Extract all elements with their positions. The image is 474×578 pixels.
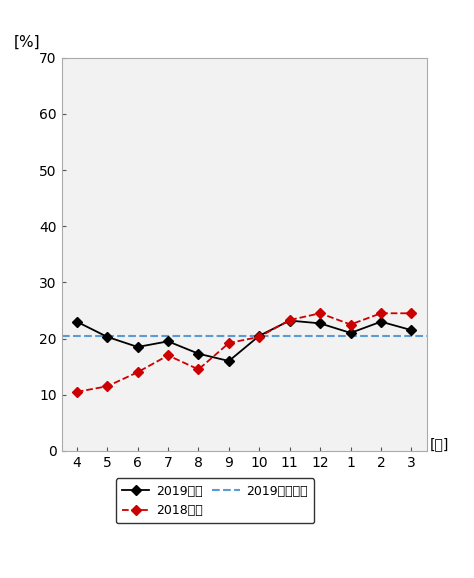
2019年度平均 [74,332,80,339]
2019年度 [348,329,354,336]
2018年度 [74,388,80,395]
2019年度 [317,320,323,327]
2019年度 [104,334,110,340]
2019年度 [256,332,262,339]
2018年度 [317,310,323,317]
2018年度 [196,366,201,373]
Line: 2018年度: 2018年度 [73,309,415,396]
2018年度 [135,369,140,376]
2019年度 [135,343,140,350]
2018年度 [409,310,414,317]
2018年度 [287,317,292,324]
2019年度 [226,358,232,365]
2018年度 [104,383,110,390]
2018年度 [256,334,262,340]
2019年度 [409,327,414,334]
2019年度 [165,338,171,345]
Line: 2019年度: 2019年度 [73,317,415,365]
2019年度 [74,318,80,325]
2018年度 [378,310,384,317]
2019年度平均 [104,332,110,339]
Legend: 2019年度, 2018年度, 2019年度平均: 2019年度, 2018年度, 2019年度平均 [116,479,314,523]
2019年度 [196,350,201,357]
2018年度 [348,321,354,328]
2018年度 [165,352,171,359]
Text: [%]: [%] [14,35,41,50]
2019年度 [287,317,292,324]
2018年度 [226,339,232,346]
Text: [月]: [月] [430,437,450,451]
2019年度 [378,318,384,325]
